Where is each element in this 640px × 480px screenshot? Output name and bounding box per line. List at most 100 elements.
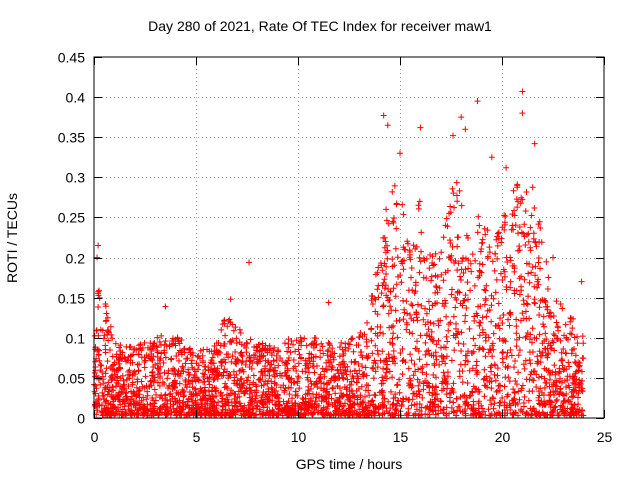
data-point: [547, 342, 554, 349]
data-point: [227, 319, 234, 326]
data-point: [503, 283, 510, 290]
data-point: [164, 375, 171, 382]
data-point: [512, 377, 519, 384]
data-point: [175, 357, 182, 364]
data-point: [327, 353, 334, 360]
data-point: [295, 373, 302, 380]
data-point: [519, 310, 526, 317]
data-point: [580, 355, 587, 362]
data-point: [500, 312, 507, 319]
data-point: [527, 371, 534, 378]
data-point: [411, 361, 418, 368]
data-point: [522, 334, 529, 341]
data-point: [427, 251, 434, 258]
data-point: [162, 409, 169, 416]
data-point: [324, 367, 331, 374]
data-point: [144, 406, 151, 413]
data-point: [319, 365, 326, 372]
data-point: [496, 382, 503, 389]
data-point: [381, 234, 388, 241]
data-point: [418, 229, 425, 236]
data-point: [136, 385, 143, 392]
data-point: [458, 329, 465, 336]
y-tick-label: 0.25: [58, 210, 85, 226]
data-point: [529, 349, 536, 356]
data-point: [534, 358, 541, 365]
data-point: [489, 394, 496, 401]
data-point: [423, 310, 430, 317]
data-point: [270, 368, 277, 375]
data-point: [312, 398, 319, 405]
data-point: [521, 276, 528, 283]
data-point: [362, 364, 369, 371]
data-point: [180, 368, 187, 375]
data-point: [450, 380, 457, 387]
data-point: [466, 367, 473, 374]
data-point: [371, 391, 378, 398]
data-point: [311, 382, 318, 389]
data-point: [378, 262, 385, 269]
data-point: [233, 380, 240, 387]
data-point: [520, 403, 527, 410]
data-point: [501, 383, 508, 390]
y-tick-label: 0.3: [66, 170, 86, 186]
data-point: [183, 355, 190, 362]
data-point: [229, 406, 236, 413]
data-point: [374, 269, 381, 276]
data-point: [405, 405, 412, 412]
y-tick-label: 0.45: [58, 50, 85, 66]
data-point: [394, 397, 401, 404]
data-point: [480, 376, 487, 383]
data-point: [250, 405, 257, 412]
data-point: [494, 230, 501, 237]
data-point: [357, 349, 364, 356]
data-point: [429, 392, 436, 399]
data-point: [436, 285, 443, 292]
data-point: [454, 234, 461, 241]
data-point: [318, 340, 325, 347]
data-point: [309, 340, 316, 347]
data-point: [211, 375, 218, 382]
data-point: [533, 371, 540, 378]
data-point: [318, 407, 325, 414]
data-point: [259, 411, 266, 418]
data-point: [482, 231, 489, 238]
data-point: [516, 275, 523, 282]
data-point: [271, 373, 278, 380]
data-point: [511, 207, 518, 214]
data-point: [551, 362, 558, 369]
data-point: [310, 363, 317, 370]
data-point: [170, 371, 177, 378]
data-point: [325, 299, 332, 306]
data-point: [299, 368, 306, 375]
data-point: [406, 329, 413, 336]
data-point: [438, 249, 445, 256]
data-point: [450, 399, 457, 406]
data-point: [362, 404, 369, 410]
data-point: [531, 296, 538, 303]
data-point: [545, 274, 552, 281]
data-point: [476, 260, 483, 267]
data-point: [370, 375, 377, 382]
data-point: [200, 346, 207, 353]
data-point: [487, 364, 494, 371]
data-point: [350, 348, 357, 355]
data-point: [94, 254, 101, 261]
data-point: [456, 187, 463, 194]
data-point: [133, 384, 140, 391]
data-point: [109, 383, 116, 390]
data-point: [527, 360, 534, 367]
data-point: [112, 340, 119, 347]
data-point: [391, 262, 398, 269]
data-point: [465, 296, 472, 303]
data-point: [447, 203, 454, 210]
data-point: [488, 292, 495, 299]
data-point: [511, 409, 518, 416]
data-point: [432, 391, 439, 398]
data-point: [240, 379, 247, 386]
data-point: [482, 337, 489, 344]
data-point: [518, 229, 525, 236]
data-point: [325, 347, 332, 354]
data-point: [525, 293, 532, 300]
data-point: [189, 398, 196, 405]
